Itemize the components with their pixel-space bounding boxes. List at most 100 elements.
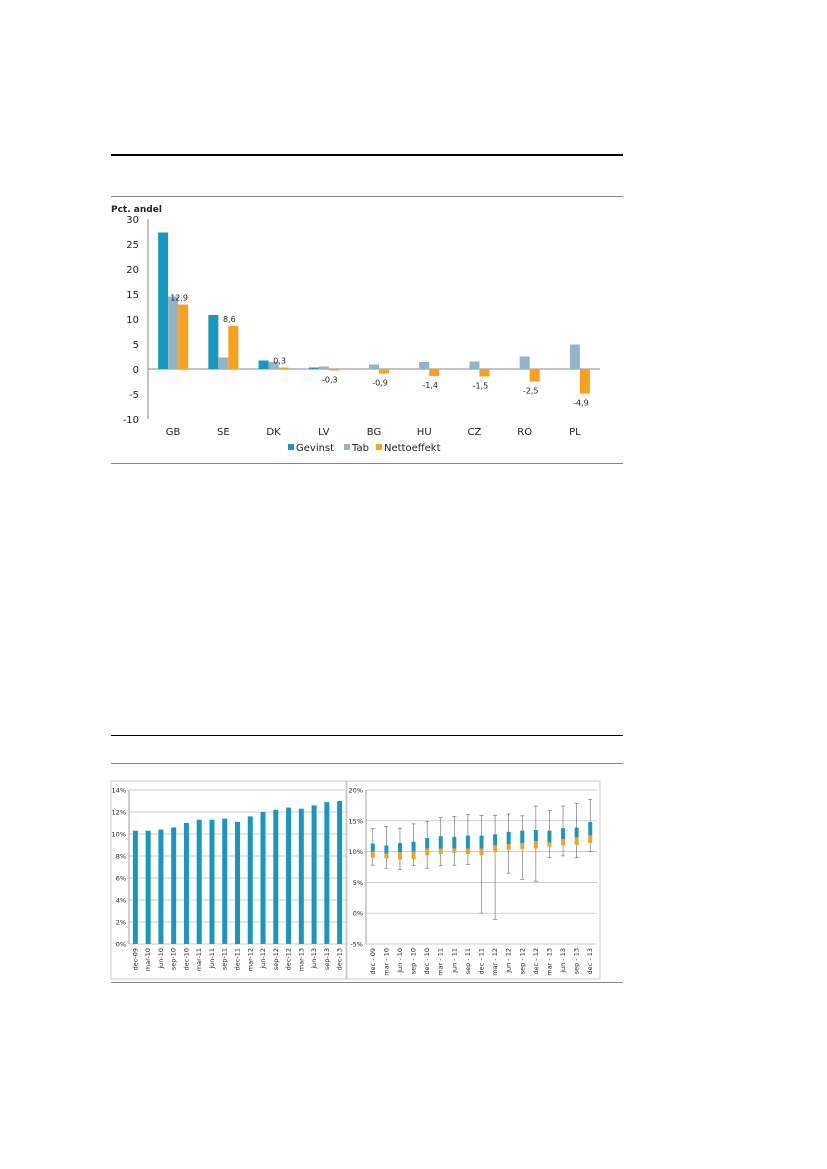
bar-nettoeffekt	[178, 304, 189, 369]
x-tick-label: mar-12	[246, 948, 254, 971]
bar-nettoeffekt	[429, 369, 440, 376]
legend-label: Gevinst	[296, 443, 334, 454]
x-tick-label: jun-11	[208, 948, 216, 970]
bar-nettoeffekt	[529, 369, 540, 382]
data-label: -0,3	[322, 376, 338, 385]
figure2-top-rule	[111, 735, 623, 736]
box-lower	[452, 848, 457, 853]
bar	[196, 819, 202, 944]
bar	[132, 830, 138, 944]
data-label: -0,9	[372, 379, 388, 388]
box-lower	[384, 853, 389, 859]
bar-tab	[268, 362, 279, 369]
bar	[183, 823, 189, 944]
box-upper	[384, 845, 389, 854]
bar	[145, 830, 151, 944]
data-label: -4,9	[573, 399, 589, 408]
x-tick-label: sep-12	[272, 948, 280, 970]
y-tick-label: 15	[126, 290, 139, 301]
box-lower	[397, 852, 402, 860]
figure1-header-rule	[111, 196, 623, 197]
bar-nettoeffekt	[479, 369, 490, 377]
data-label: 8,6	[223, 315, 236, 324]
x-tick-label: HU	[417, 427, 432, 438]
box-lower	[425, 848, 430, 856]
legend-swatch	[288, 444, 294, 450]
box-upper	[465, 835, 470, 849]
y-tick-label: 10	[126, 315, 139, 326]
box-upper	[452, 836, 457, 849]
bar-tab	[318, 366, 329, 369]
bar	[260, 812, 266, 944]
bar	[273, 809, 279, 944]
bar-nettoeffekt	[379, 369, 389, 374]
x-tick-label: dec - 12	[532, 948, 540, 974]
x-tick-label: RO	[517, 427, 532, 438]
x-tick-label: sep-11	[221, 948, 229, 970]
bar	[222, 818, 228, 944]
bar-tab	[419, 362, 430, 369]
x-tick-label: mar - 11	[437, 948, 445, 976]
data-label: 12,9	[170, 294, 188, 303]
legend-label: Nettoeffekt	[384, 443, 441, 454]
legend-swatch	[344, 444, 350, 450]
bar-tab	[519, 356, 530, 369]
box-upper	[520, 830, 525, 843]
box-upper	[588, 822, 593, 836]
bar	[337, 801, 343, 944]
box-upper	[370, 843, 375, 852]
x-tick-label: dec-09	[131, 948, 139, 970]
y-tick-label: 6%	[116, 875, 126, 883]
x-tick-label: dec - 09	[369, 948, 377, 974]
bar-nettoeffekt	[228, 326, 239, 369]
bar	[209, 819, 215, 944]
bar	[158, 829, 164, 944]
box-upper	[561, 828, 566, 840]
x-tick-label: jun-12	[259, 948, 267, 970]
x-tick-label: mar - 12	[491, 948, 499, 976]
bar-gevinst	[308, 367, 319, 369]
box-lower	[574, 837, 579, 845]
figure1-top-rule	[111, 154, 623, 156]
x-tick-label: sep-13	[323, 948, 331, 970]
chart2-frame	[110, 780, 347, 980]
x-tick-label: mar-11	[195, 948, 203, 971]
x-tick-label: dec-10	[182, 948, 190, 970]
box-lower	[438, 848, 443, 855]
box-upper	[479, 835, 484, 849]
box-lower	[561, 839, 566, 846]
x-tick-label: BG	[367, 427, 381, 438]
y-tick-label: 10%	[349, 848, 363, 856]
box-lower	[547, 842, 552, 847]
x-tick-label: mar - 13	[545, 948, 553, 976]
box-upper	[493, 834, 498, 846]
x-tick-label: jun-13	[310, 948, 318, 970]
box-upper	[547, 830, 552, 843]
box-lower	[493, 845, 498, 853]
legend-label: Tab	[351, 443, 369, 454]
y-axis-title: Pct. andel	[111, 205, 162, 215]
bar	[324, 802, 330, 944]
y-tick-label: -10	[123, 415, 139, 426]
bar	[298, 808, 304, 944]
y-tick-label: 20	[126, 265, 139, 276]
box-lower	[533, 841, 538, 849]
bar-gevinst	[158, 232, 169, 369]
bar-nettoeffekt	[579, 369, 590, 394]
box-lower	[479, 848, 484, 856]
figure1-bottom-rule	[111, 463, 623, 464]
bar	[311, 805, 317, 944]
bar	[171, 827, 177, 944]
x-tick-label: dec - 10	[423, 948, 431, 974]
bar-gevinst	[208, 315, 219, 369]
box-lower	[520, 842, 525, 850]
y-tick-label: 5%	[353, 879, 363, 887]
box-upper	[411, 841, 416, 852]
y-tick-label: 20%	[349, 787, 363, 795]
box-lower	[370, 851, 375, 858]
bar-tab	[469, 361, 480, 369]
data-label: -1,5	[473, 382, 489, 391]
box-upper	[533, 830, 538, 842]
